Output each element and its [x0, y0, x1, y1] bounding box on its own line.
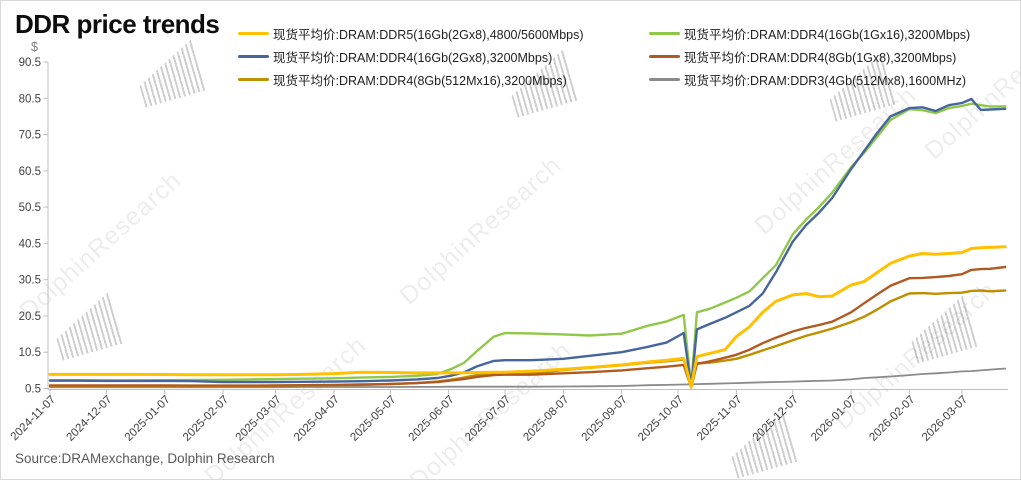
- x-tick-label: 2026-01-07: [809, 394, 859, 444]
- x-tick-label: 2025-10-07: [636, 394, 686, 444]
- x-tick-label: 2026-03-07: [920, 394, 970, 444]
- x-tick-label: 2025-04-07: [292, 394, 342, 444]
- legend-item-5: 现货平均价:DRAM:DDR3(4Gb(512Mx8),1600MHz): [649, 69, 966, 89]
- legend-label: 现货平均价:DRAM:DDR4(16Gb(2Gx8),3200Mbps): [273, 50, 553, 65]
- x-tick-label: 2025-02-07: [181, 394, 231, 444]
- legend-item-1: 现货平均价:DRAM:DDR4(16Gb(2Gx8),3200Mbps): [238, 46, 552, 66]
- y-axis-unit: $: [31, 40, 38, 54]
- y-tick-label: 50.5: [19, 202, 41, 214]
- page-title: DDR price trends: [15, 9, 220, 39]
- x-tick-label: 2026-02-07: [867, 394, 917, 444]
- y-tick-label: 0.5: [25, 384, 41, 396]
- x-tick-label: 2025-08-07: [521, 394, 571, 444]
- series-line-4: [48, 265, 1007, 389]
- legend-item-3: 现货平均价:DRAM:DDR4(16Gb(1Gx16),3200Mbps): [649, 23, 970, 43]
- x-tick-label: 2025-11-07: [695, 394, 744, 443]
- x-tick-label: 2025-06-07: [407, 394, 457, 444]
- x-tick-label: 2024-11-07: [9, 394, 58, 443]
- legend-swatch: [649, 31, 680, 35]
- y-tick-label: 40.5: [19, 238, 41, 250]
- legend-swatch: [649, 77, 680, 81]
- x-tick-label: 2025-05-07: [348, 394, 398, 444]
- y-tick-label: 70.5: [19, 130, 41, 142]
- legend-swatch: [649, 54, 680, 58]
- y-tick-label: 10.5: [19, 347, 41, 359]
- x-tick-label: 2025-03-07: [234, 394, 284, 444]
- x-tick-label: 2025-09-07: [580, 394, 630, 444]
- legend-swatch: [238, 77, 269, 81]
- series-line-3: [48, 102, 1007, 389]
- y-tick-label: 20.5: [19, 311, 41, 323]
- legend-item-4: 现货平均价:DRAM:DDR4(8Gb(1Gx8),3200Mbps): [649, 46, 956, 66]
- legend-swatch: [238, 54, 269, 58]
- x-tick-label: 2024-12-07: [64, 394, 114, 444]
- legend-item-0: 现货平均价:DRAM:DDR5(16Gb(2Gx8),4800/5600Mbps…: [238, 23, 584, 43]
- y-tick-label: 60.5: [19, 166, 41, 178]
- legend-swatch: [238, 31, 269, 35]
- source-note: Source:DRAMexchange, Dolphin Research: [15, 451, 275, 466]
- legend-label: 现货平均价:DRAM:DDR4(8Gb(1Gx8),3200Mbps): [684, 50, 957, 65]
- y-tick-label: 30.5: [19, 275, 41, 287]
- x-tick-label: 2025-01-07: [123, 394, 173, 444]
- legend-item-2: 现货平均价:DRAM:DDR4(8Gb(512Mx16),3200Mbps): [238, 69, 567, 89]
- series-line-1: [48, 97, 1007, 389]
- series-line-5: [49, 367, 1007, 389]
- y-tick-label: 80.5: [19, 93, 41, 105]
- x-tick-label: 2025-12-07: [751, 394, 801, 444]
- legend-label: 现货平均价:DRAM:DDR3(4Gb(512Mx8),1600MHz): [684, 73, 967, 88]
- series-line-0: [48, 245, 1007, 389]
- legend-label: 现货平均价:DRAM:DDR4(16Gb(1Gx16),3200Mbps): [684, 27, 971, 42]
- x-tick-label: 2025-07-07: [463, 394, 513, 444]
- legend-label: 现货平均价:DRAM:DDR5(16Gb(2Gx8),4800/5600Mbps…: [273, 27, 584, 42]
- y-tick-label: 90.5: [19, 57, 41, 69]
- legend-label: 现货平均价:DRAM:DDR4(8Gb(512Mx16),3200Mbps): [273, 73, 567, 88]
- axis-line: [47, 62, 1008, 390]
